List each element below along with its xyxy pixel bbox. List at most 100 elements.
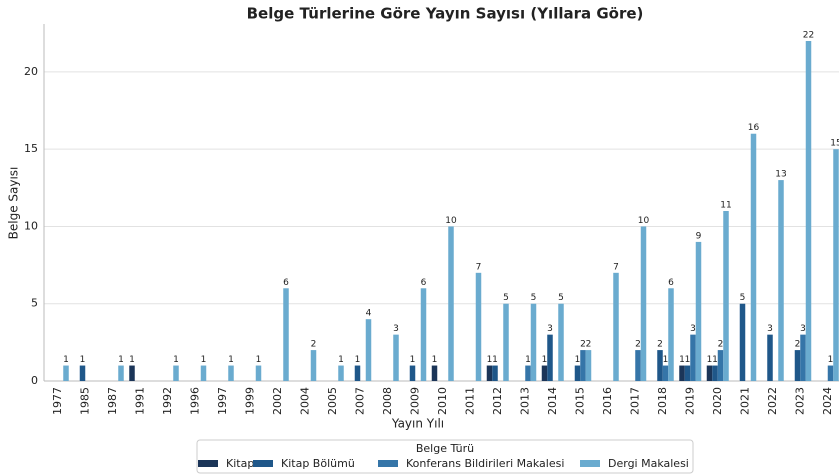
y-tick-label: 0 — [31, 374, 38, 387]
y-tick-label: 20 — [24, 65, 38, 78]
x-tick-label: 2009 — [408, 387, 421, 415]
x-tick-label: 2016 — [601, 387, 614, 415]
legend-swatch — [580, 460, 600, 467]
x-tick-label: 2018 — [656, 387, 669, 415]
value-label: 6 — [283, 278, 289, 288]
value-label: 1 — [679, 355, 685, 365]
value-label: 1 — [410, 355, 416, 365]
legend-label: Kitap Bölümü — [281, 457, 355, 470]
x-tick-label: 2002 — [271, 387, 284, 415]
bar — [794, 350, 801, 381]
bar — [228, 365, 234, 381]
bar — [558, 303, 564, 381]
x-tick-label: 2020 — [711, 387, 724, 415]
y-tick-label: 5 — [31, 297, 38, 310]
bar — [690, 334, 696, 381]
value-label: 1 — [129, 355, 135, 365]
value-label: 1 — [173, 355, 179, 365]
bar — [118, 365, 124, 381]
x-tick-label: 1985 — [78, 387, 91, 415]
x-tick-label: 1987 — [106, 387, 119, 415]
value-label: 5 — [503, 293, 509, 303]
bar — [613, 272, 619, 381]
bar — [662, 365, 669, 381]
bar — [393, 334, 399, 381]
bar — [668, 288, 674, 381]
legend-swatch — [253, 460, 273, 467]
value-label: 3 — [800, 324, 806, 334]
y-axis-label: Belge Sayısı — [7, 167, 21, 240]
bar — [448, 226, 454, 381]
value-label: 1 — [80, 355, 86, 365]
x-tick-label: 2011 — [463, 387, 476, 415]
bar — [635, 350, 641, 381]
legend-label: Konferans Bildirileri Makalesi — [406, 457, 564, 470]
y-tick-label: 15 — [24, 142, 38, 155]
value-label: 1 — [338, 355, 344, 365]
value-label: 1 — [487, 355, 493, 365]
value-label: 1 — [492, 355, 498, 365]
bar — [420, 288, 427, 381]
value-label: 1 — [575, 355, 581, 365]
value-label: 1 — [525, 355, 531, 365]
bar — [365, 319, 372, 381]
value-label: 3 — [547, 324, 553, 334]
value-label: 10 — [445, 216, 457, 226]
value-label: 22 — [803, 31, 814, 41]
chart-title: Belge Türlerine Göre Yayın Sayısı (Yılla… — [247, 5, 644, 23]
x-tick-label: 2015 — [573, 387, 586, 415]
value-label: 3 — [393, 324, 399, 334]
bar — [706, 365, 713, 381]
value-label: 10 — [638, 216, 650, 226]
x-tick-label: 2013 — [518, 387, 531, 415]
value-label: 2 — [795, 340, 801, 350]
value-label: 6 — [668, 278, 674, 288]
x-tick-label: 2005 — [326, 387, 339, 415]
value-label: 2 — [580, 340, 586, 350]
bar — [503, 303, 509, 381]
bar — [541, 365, 548, 381]
value-label: 5 — [740, 293, 746, 303]
bar — [827, 365, 834, 381]
value-label: 1 — [63, 355, 69, 365]
bar — [750, 133, 757, 381]
bar — [63, 365, 69, 381]
value-label: 7 — [613, 262, 619, 272]
value-label: 1 — [355, 355, 361, 365]
bar — [800, 334, 806, 381]
value-label: 2 — [586, 340, 592, 350]
value-label: 1 — [542, 355, 548, 365]
x-tick-label: 2024 — [821, 387, 834, 415]
x-tick-label: 2012 — [491, 387, 504, 415]
value-label: 3 — [690, 324, 696, 334]
bar — [739, 303, 746, 381]
bar — [723, 211, 729, 381]
y-tick-label: 10 — [24, 219, 38, 232]
x-tick-label: 2004 — [298, 387, 311, 415]
value-label: 1 — [663, 355, 669, 365]
x-tick-label: 1997 — [216, 387, 229, 415]
x-tick-label: 2010 — [436, 387, 449, 415]
value-label: 7 — [476, 262, 482, 272]
bar — [525, 365, 531, 381]
value-label: 2 — [311, 340, 317, 350]
value-label: 1 — [432, 355, 438, 365]
value-label: 15 — [830, 139, 839, 149]
value-label: 1 — [256, 355, 262, 365]
legend-box — [196, 439, 694, 474]
value-label: 1 — [685, 355, 691, 365]
legend-swatch — [198, 460, 218, 467]
bar — [717, 350, 724, 381]
value-label: 11 — [720, 201, 731, 211]
bar — [695, 241, 702, 381]
bar — [767, 334, 773, 381]
bar — [283, 288, 289, 381]
x-tick-label: 1977 — [51, 387, 64, 415]
value-label: 4 — [366, 309, 372, 319]
bar — [574, 365, 581, 381]
x-tick-label: 2019 — [683, 387, 696, 415]
value-label: 3 — [767, 324, 773, 334]
bar — [431, 365, 438, 381]
x-axis-label: Yayın Yılı — [391, 417, 444, 431]
x-tick-label: 1996 — [188, 387, 201, 415]
